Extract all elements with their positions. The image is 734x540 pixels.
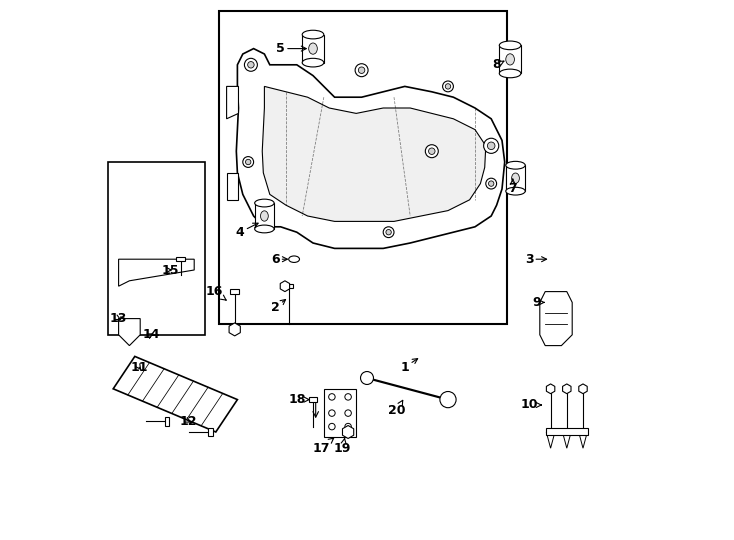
Bar [219,11,507,324]
Polygon shape [343,426,354,438]
Text: 10: 10 [520,399,541,411]
Ellipse shape [261,211,269,221]
Bar [506,165,526,191]
Circle shape [429,148,435,154]
Ellipse shape [309,43,317,54]
Circle shape [345,394,352,400]
Ellipse shape [506,54,515,65]
Bar [546,428,588,435]
Text: 1: 1 [401,359,418,374]
Text: 12: 12 [180,415,197,428]
Circle shape [329,410,335,416]
Text: 2: 2 [271,300,286,314]
Polygon shape [579,384,587,394]
Bar [309,397,317,402]
Ellipse shape [499,41,521,50]
Text: 15: 15 [161,264,178,276]
Ellipse shape [499,69,521,78]
Text: 5: 5 [276,42,306,55]
Polygon shape [227,173,239,200]
Circle shape [355,64,368,77]
Ellipse shape [506,187,526,195]
Bar [176,257,185,261]
Polygon shape [539,292,573,346]
Ellipse shape [512,173,520,184]
Ellipse shape [302,58,324,67]
Polygon shape [119,259,195,286]
Text: 19: 19 [334,438,352,455]
Text: 16: 16 [206,285,226,300]
Ellipse shape [506,161,526,169]
Circle shape [486,178,497,189]
Circle shape [345,423,352,430]
Text: 4: 4 [236,223,258,239]
Bar [499,45,521,73]
Text: 6: 6 [271,253,288,266]
Bar [108,162,205,335]
Circle shape [247,62,254,68]
Ellipse shape [288,256,299,262]
Text: 20: 20 [388,400,405,417]
Circle shape [329,423,335,430]
Polygon shape [113,356,237,432]
Circle shape [484,138,499,153]
Bar [324,389,356,437]
Text: 9: 9 [533,296,545,309]
Text: 13: 13 [110,312,127,325]
Bar [302,35,324,63]
Circle shape [243,157,254,167]
Bar [208,428,213,436]
Circle shape [386,230,391,235]
Circle shape [360,372,374,384]
Polygon shape [562,432,571,448]
Polygon shape [229,323,240,336]
Bar [284,284,293,288]
Polygon shape [280,281,290,292]
Bar [255,203,274,229]
Circle shape [446,84,451,89]
Bar [230,289,239,294]
Ellipse shape [302,30,324,39]
Text: 14: 14 [142,328,160,341]
Circle shape [245,159,251,165]
Text: 8: 8 [493,58,504,71]
Circle shape [345,410,352,416]
Polygon shape [236,49,505,248]
Polygon shape [546,384,555,394]
Circle shape [425,145,438,158]
Polygon shape [262,86,486,221]
Circle shape [440,392,456,408]
Circle shape [489,181,494,186]
Circle shape [358,67,365,73]
Text: 18: 18 [288,393,309,406]
Circle shape [443,81,454,92]
Polygon shape [227,86,239,119]
Text: 7: 7 [509,179,517,195]
Polygon shape [546,432,555,448]
Circle shape [329,394,335,400]
Ellipse shape [255,225,274,233]
Polygon shape [119,319,140,346]
Polygon shape [578,432,587,448]
Bar [165,417,170,426]
Ellipse shape [255,199,274,207]
Circle shape [244,58,258,71]
Circle shape [487,142,495,150]
Polygon shape [562,384,571,394]
Text: 3: 3 [525,253,547,266]
Text: 11: 11 [131,361,148,374]
Text: 17: 17 [313,438,334,455]
Circle shape [383,227,394,238]
